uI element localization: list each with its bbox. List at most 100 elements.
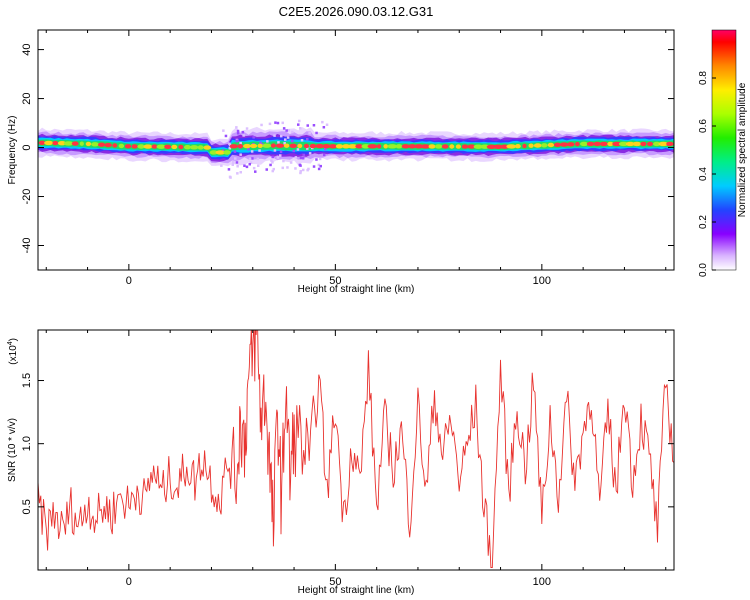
spectrogram-speckle — [318, 157, 322, 161]
spectrogram-speckle — [231, 163, 234, 166]
spectrogram-speckle — [298, 119, 301, 123]
spectrogram-peak — [283, 143, 290, 148]
spectrogram-peak — [250, 143, 258, 149]
spectrogram-speckle — [236, 139, 239, 142]
spectrogram-speckle — [292, 149, 295, 153]
spectrogram-peak — [257, 143, 263, 148]
snr-ticks: 0 50 100 0.5 1.0 1.5 — [21, 330, 674, 588]
spectrogram-speckle — [308, 131, 311, 135]
spectrogram-peak — [38, 140, 46, 145]
colorbar-tick-label: 0.2 — [698, 215, 709, 229]
spectrogram-peak — [203, 145, 212, 150]
spectrogram-speckle — [289, 161, 293, 164]
spectrogram-speckle — [222, 129, 225, 132]
spectrogram-speckle — [324, 147, 327, 151]
colorbar-tick-label: 0.0 — [698, 263, 709, 277]
spectrogram-peak — [347, 144, 358, 149]
spectrogram-speckle — [299, 170, 302, 173]
spectrogram-peak — [85, 141, 92, 147]
spectrogram-peak — [328, 144, 338, 149]
spectrogram-peak — [567, 142, 575, 147]
spectrogram-speckle — [271, 155, 274, 159]
spectrogram-speckle — [319, 164, 322, 168]
spectrogram-peak — [262, 143, 272, 148]
spectrogram-peak — [223, 150, 231, 155]
spectrogram-peak — [414, 144, 424, 149]
spectrogram-peak — [309, 143, 317, 149]
spectrogram-peak — [355, 144, 364, 149]
spectrogram-peak — [79, 141, 84, 146]
spectrogram-peak — [322, 144, 331, 149]
y-tick-label: 20 — [21, 92, 33, 104]
spectrogram-peak — [197, 145, 204, 150]
spectrogram-speckle — [277, 141, 280, 144]
spectrogram-speckle — [283, 142, 286, 145]
spectrogram-peak — [434, 144, 443, 149]
spectrogram-speckle — [266, 140, 269, 143]
spectrogram-panel: 0 50 100 40 20 0 -20 -40 Height of straight lin… — [7, 29, 675, 295]
spectrogram-peak — [189, 145, 199, 150]
spectrogram-speckle — [306, 147, 309, 150]
spectrogram-speckle — [224, 134, 228, 138]
spectrogram-speckle — [228, 142, 231, 145]
spectrogram-peak — [52, 140, 59, 146]
spectrogram-peak — [184, 145, 191, 150]
spectrogram-peak — [593, 141, 601, 147]
spectrogram-speckle — [312, 165, 316, 168]
spectrogram-peak — [131, 144, 138, 149]
spectrogram-speckle — [235, 126, 238, 129]
spectrogram-speckle — [236, 129, 240, 133]
snr-frame — [37, 329, 675, 571]
spectrogram-peak — [493, 144, 503, 149]
snr-scale-note-base: (x10 — [8, 345, 19, 365]
spectrogram-peak — [632, 141, 642, 147]
spectrogram-peak — [178, 144, 184, 150]
spectrogram-speckle — [279, 150, 283, 153]
spectrogram-peak — [666, 141, 674, 147]
spectrogram-speckle — [232, 161, 235, 164]
spectrogram-peak — [361, 144, 371, 149]
spectrogram-speckle — [298, 163, 302, 167]
spectrogram-speckle — [307, 167, 310, 171]
y-tick-label: -40 — [21, 238, 33, 254]
y-tick-label: 0.5 — [21, 499, 33, 514]
x-tick-label: 0 — [126, 576, 132, 588]
spectrogram-speckle — [297, 123, 300, 126]
spectrogram-speckle — [325, 123, 329, 126]
spectrogram-peak — [612, 141, 622, 147]
spectrogram-speckle — [220, 164, 223, 167]
spectrogram-peak — [44, 140, 54, 146]
spectrogram-peak — [647, 141, 653, 147]
spectrogram-heatmap — [38, 119, 674, 179]
spectrogram-peak — [480, 144, 490, 149]
snr-panel: 0 50 100 0.5 1.0 1.5 Height of straight line … — [7, 329, 675, 596]
spectrogram-speckle — [272, 167, 275, 171]
spectrogram-speckle — [282, 159, 285, 163]
spectrogram-peak — [467, 144, 476, 149]
spectrogram-speckle — [235, 161, 239, 164]
spectrogram-speckle — [236, 165, 239, 168]
spectrogram-peak — [164, 144, 172, 149]
spectrogram-speckle — [276, 121, 280, 125]
spectrogram-peak — [303, 143, 309, 149]
spectrogram-peak — [143, 144, 153, 149]
spectrogram-speckle — [312, 124, 316, 127]
spectrogram-peak — [401, 144, 410, 149]
y-tick-label: 0 — [21, 144, 33, 150]
spectrogram-peak — [376, 144, 382, 149]
spectrogram-speckle — [286, 166, 289, 169]
spectrogram-speckle — [284, 138, 287, 141]
spectrogram-peak — [586, 141, 595, 147]
spectrogram-speckle — [281, 166, 284, 170]
spectrogram-speckle — [323, 153, 326, 157]
spectrogram-speckle — [260, 123, 263, 127]
x-tick-label: 50 — [329, 275, 341, 287]
x-tick-label: 100 — [533, 576, 551, 588]
spectrogram-peak — [275, 143, 285, 148]
x-tick-label: 100 — [533, 275, 551, 287]
spectrogram-speckle — [306, 138, 309, 141]
y-tick-label: 1.5 — [21, 373, 33, 388]
spectrogram-peak — [289, 143, 298, 148]
spectrogram-speckle — [317, 163, 321, 167]
y-tick-label: 40 — [21, 43, 33, 55]
